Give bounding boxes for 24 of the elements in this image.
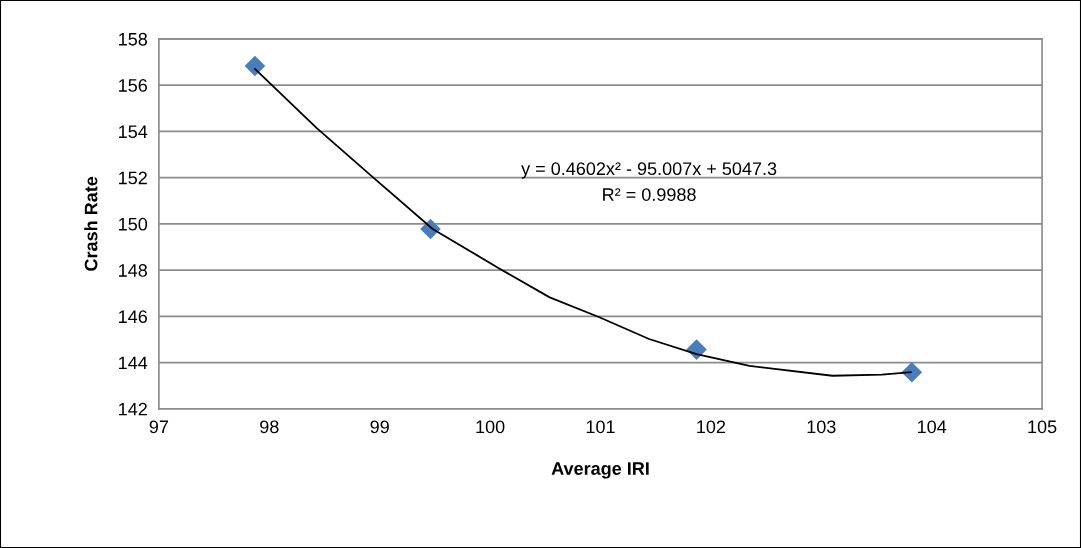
point [244,55,266,77]
x-tick-label: 98 [260,420,279,434]
y-tick-label: 148 [119,264,148,277]
annotation: y = 0.4602x² - 95.007x + 5047.3 [521,162,777,179]
x-tick-label: 99 [370,420,389,434]
y-tick-label: 146 [119,310,148,324]
y-tick-label: 154 [119,125,148,139]
y-tick-label: 158 [119,32,148,46]
y-tick-label: 150 [119,217,148,231]
x-tick-label: 105 [1028,420,1057,434]
point [901,361,923,383]
annotation: R² = 0.9988 [603,188,696,201]
x-tick-label: 101 [586,420,615,434]
x-tick-label: 100 [476,420,505,434]
x-tick-label: 102 [697,420,726,434]
x-axis-title: Average IRI [551,462,649,479]
y-tick-label: 156 [119,79,148,92]
x-tick-label: 97 [149,420,169,434]
y-tick-label: 152 [119,171,147,185]
x-tick-label: 104 [918,420,947,434]
x-tick-label: 103 [807,420,836,434]
y-tick-label: 142 [119,402,147,416]
y-tick-label: 144 [119,356,148,370]
y-axis-title: Crash Rate [84,176,98,271]
